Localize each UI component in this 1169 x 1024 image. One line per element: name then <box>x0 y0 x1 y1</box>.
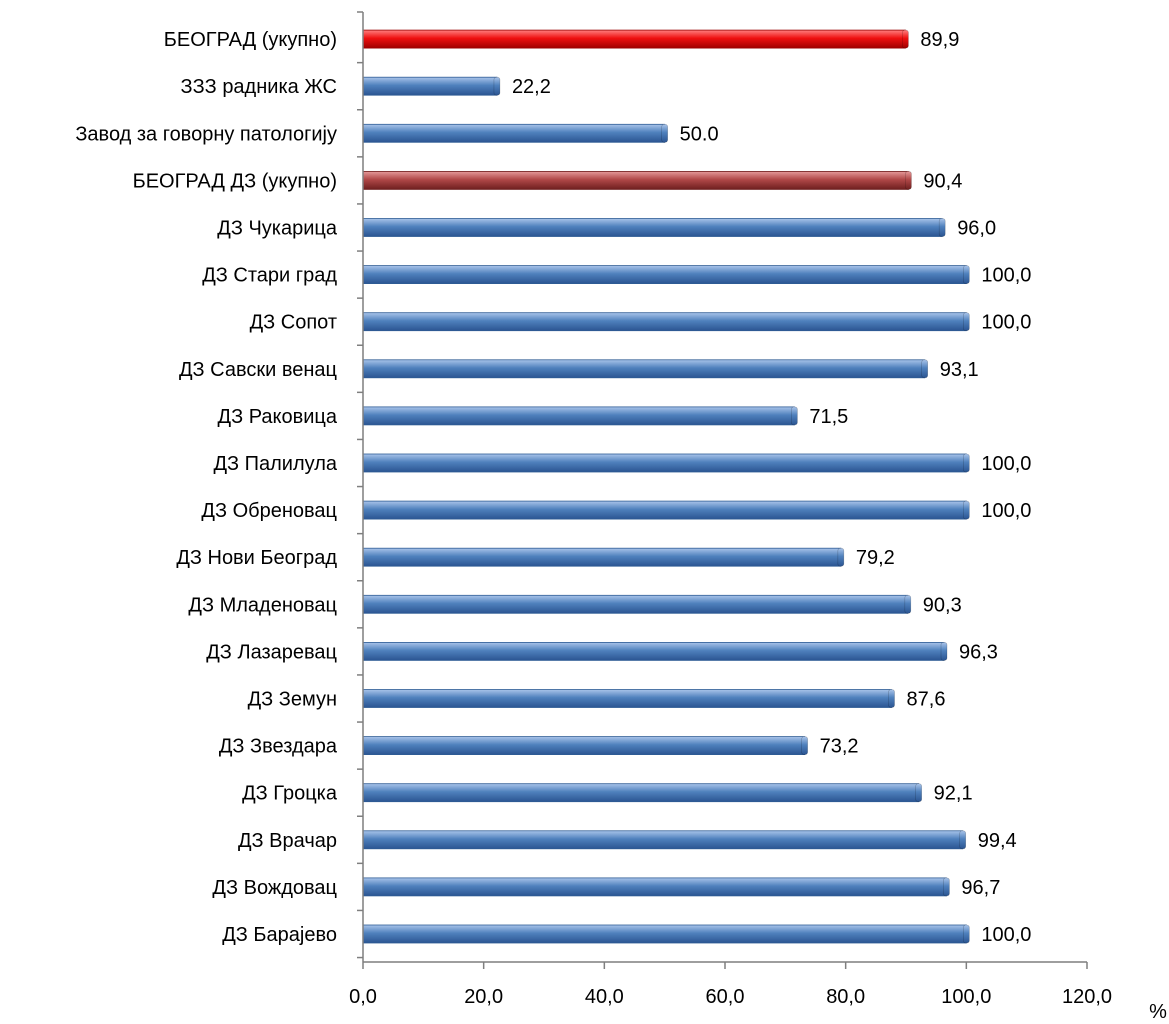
category-label: ДЗ Звездара <box>219 736 338 758</box>
bar-end-cap <box>493 76 501 96</box>
bar <box>362 312 967 332</box>
value-label: 73,2 <box>820 736 859 758</box>
bar-end-cap <box>915 783 922 803</box>
category-label: БЕОГРАД ДЗ (укупно) <box>133 170 337 192</box>
x-tick-label: 100,0 <box>941 986 991 1008</box>
bar-end-cap <box>791 406 798 426</box>
value-label: 90,3 <box>923 594 962 616</box>
value-label: 90,4 <box>923 170 962 192</box>
value-label: 100,0 <box>981 924 1031 946</box>
value-label: 87,6 <box>907 689 946 711</box>
value-label: 100,0 <box>981 500 1031 522</box>
bar-end-cap <box>921 359 929 379</box>
value-label: 71,5 <box>809 406 848 428</box>
category-label: ДЗ Обреновац <box>201 500 337 522</box>
category-label: ЗЗЗ радника ЖС <box>181 76 337 98</box>
value-label: 92,1 <box>934 783 973 805</box>
value-label: 89,9 <box>920 29 959 51</box>
category-label: Завод за говорну патологију <box>75 123 337 145</box>
category-label: ДЗ Врачар <box>238 830 337 852</box>
category-label: ДЗ Нови Београд <box>176 547 337 569</box>
category-label: ДЗ Вождовац <box>212 877 337 899</box>
value-label: 96,3 <box>959 641 998 663</box>
bar <box>362 500 967 520</box>
bar-end-cap <box>904 594 912 614</box>
category-label: ДЗ Гроцка <box>242 783 338 805</box>
bar <box>362 406 795 426</box>
value-label: 50.0 <box>680 123 719 145</box>
bar-end-cap <box>837 547 845 567</box>
bar <box>362 170 909 190</box>
value-label: 100,0 <box>981 453 1031 475</box>
bar-end-cap <box>963 312 970 332</box>
labels-layer: ДЗ Барајево 100,0 ДЗ Вождовац 96,7 ДЗ Врачар… <box>75 29 1031 946</box>
bar <box>362 76 498 96</box>
bar <box>362 594 909 614</box>
bar-end-cap <box>963 265 970 284</box>
bar-end-cap <box>963 453 970 473</box>
value-label: 100,0 <box>981 312 1031 334</box>
bar-end-cap <box>959 830 967 850</box>
category-label: ДЗ Младеновац <box>188 594 337 616</box>
x-axis-unit-label: % <box>1149 1001 1167 1023</box>
bar-end-cap <box>888 689 895 708</box>
category-label: ДЗ Стари град <box>202 265 337 287</box>
value-label: 93,1 <box>940 359 979 381</box>
bar <box>362 689 892 708</box>
category-label: ДЗ Раковица <box>218 406 338 428</box>
x-tick-label: 20,0 <box>464 986 503 1008</box>
x-tick-label: 40,0 <box>585 986 624 1008</box>
category-label: ДЗ Савски венац <box>179 359 337 381</box>
bar-end-cap <box>905 171 912 190</box>
bar <box>362 877 947 897</box>
bar-end-cap <box>938 218 946 237</box>
bar <box>362 642 945 661</box>
bar-end-cap <box>940 642 948 661</box>
bar <box>362 736 806 755</box>
bar <box>362 265 967 285</box>
bar-end-cap <box>661 124 668 143</box>
bar <box>362 218 943 237</box>
bar-end-cap <box>943 877 950 897</box>
value-label: 79,2 <box>856 547 895 569</box>
bar <box>362 830 964 850</box>
value-label: 96,7 <box>961 877 1000 899</box>
category-label: ДЗ Барајево <box>222 924 337 946</box>
category-label: БЕОГРАД (укупно) <box>164 29 337 51</box>
x-tick-label: 120,0 <box>1062 986 1112 1008</box>
bar-end-cap <box>902 29 909 49</box>
category-label: ДЗ Лазаревац <box>206 641 337 663</box>
category-label: ДЗ Палилула <box>213 453 337 475</box>
bar-end-cap <box>801 736 808 755</box>
bar <box>362 453 967 473</box>
bar <box>362 924 967 944</box>
axes-layer: 0,0 20,0 40,0 60,0 80,0 100,0 120,0 <box>349 11 1112 1008</box>
bars-layer <box>362 29 970 944</box>
bar-end-cap <box>963 500 970 520</box>
value-label: 22,2 <box>512 76 551 98</box>
bar <box>362 783 920 803</box>
category-label: ДЗ Земун <box>248 689 337 711</box>
category-label: ДЗ Чукарица <box>217 218 338 240</box>
value-label: 100,0 <box>981 265 1031 287</box>
value-label: 96,0 <box>957 218 996 240</box>
bar <box>362 29 906 49</box>
x-tick-label: 60,0 <box>706 986 745 1008</box>
bar-end-cap <box>963 924 970 944</box>
category-label: ДЗ Сопот <box>250 312 337 334</box>
bar <box>362 359 926 379</box>
value-label: 99,4 <box>978 830 1017 852</box>
bar <box>362 547 842 567</box>
x-tick-label: 0,0 <box>349 986 377 1008</box>
x-tick-label: 80,0 <box>826 986 865 1008</box>
bar <box>362 123 666 143</box>
